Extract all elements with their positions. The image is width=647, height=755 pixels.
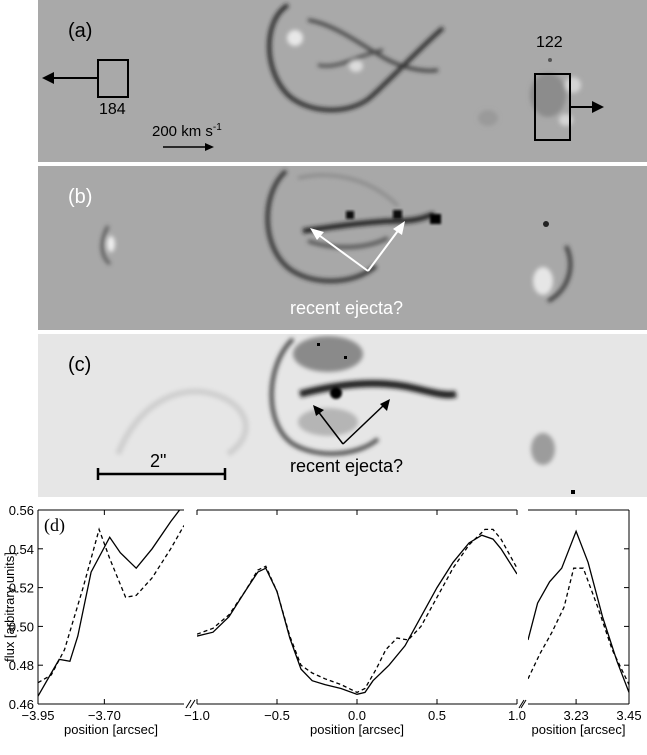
axis-break-1-b	[520, 699, 527, 709]
panel-c: (c) recent ejecta? 2"	[38, 334, 647, 497]
x-axis-label-1: position [arcsec]	[310, 722, 404, 737]
panel-a-image	[38, 0, 647, 162]
series-line-1-solid	[197, 534, 517, 695]
panel-d-label: (d)	[44, 515, 65, 536]
series-line-0-dashed	[38, 525, 184, 684]
panel-a-label: (a)	[68, 20, 93, 42]
y-tick-label-3: 0.52	[9, 581, 34, 596]
axis-break-1-a	[518, 699, 525, 709]
x-tick-label-2-0: 3.23	[563, 708, 588, 723]
y-tick-label-4: 0.54	[9, 542, 34, 557]
panel-c-label: (c)	[68, 354, 92, 376]
velocity-label: 200 km s-1	[152, 122, 222, 140]
y-tick-label-0: 0.46	[9, 697, 34, 712]
x-tick-label-1-2: 0.0	[348, 708, 366, 723]
panel-b-image	[38, 166, 647, 330]
y-tick-label-2: 0.50	[9, 619, 34, 634]
panel-b-label: (b)	[68, 186, 93, 208]
panel-c-image	[38, 334, 647, 497]
x-axis-label-0: position [arcsec]	[64, 722, 158, 737]
x-axis-label-2: position [arcsec]	[532, 722, 626, 737]
panel-b: (b) recent ejecta?	[38, 166, 647, 330]
panel-b-annotation: recent ejecta?	[290, 298, 404, 318]
scale-bar-label: 2"	[150, 451, 167, 471]
x-tick-label-2-1: 3.45	[616, 708, 641, 723]
series-line-2-dashed	[528, 567, 629, 685]
x-tick-label-1-4: 1.0	[508, 708, 526, 723]
axis-break-0-b	[189, 699, 196, 709]
box-right-value: 122	[536, 34, 563, 51]
panel-c-annotation: recent ejecta?	[290, 456, 404, 476]
panel-a: (a) 184 122 200 km s-1	[38, 0, 647, 162]
x-tick-label-1-3: 0.5	[428, 708, 446, 723]
series-line-2-solid	[528, 529, 629, 693]
x-tick-label-1-1: −0.5	[264, 708, 290, 723]
y-axis-label: flux [arbitrary units]	[2, 552, 17, 662]
axis-break-0-a	[185, 699, 192, 709]
y-tick-label-1: 0.48	[9, 658, 34, 673]
x-tick-label-0-1: −3.70	[88, 708, 121, 723]
x-tick-label-0-0: −3.95	[22, 708, 55, 723]
series-line-1-dashed	[197, 528, 517, 694]
x-tick-label-1-0: −1.0	[184, 708, 210, 723]
y-tick-label-5: 0.56	[9, 503, 34, 518]
box-left-value: 184	[99, 101, 126, 118]
